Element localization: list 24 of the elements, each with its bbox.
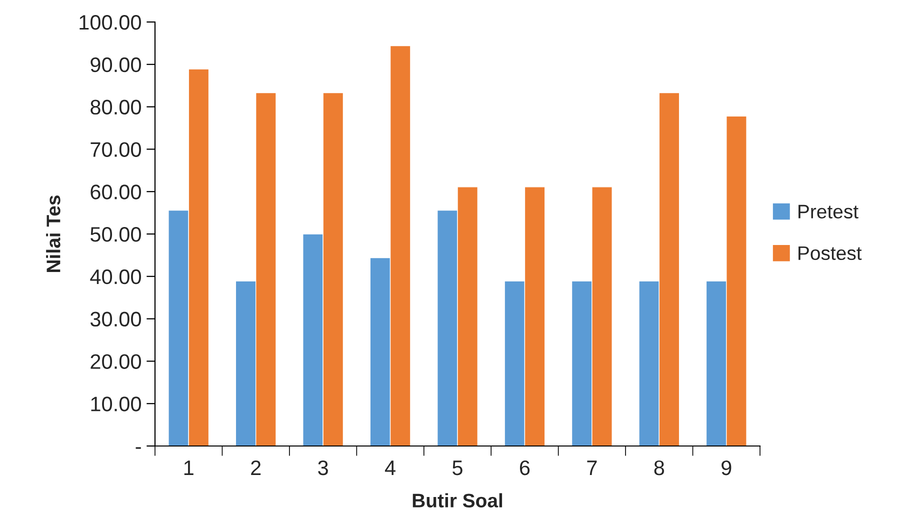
x-tick-label: 8 — [654, 460, 664, 476]
x-tick-label: 4 — [384, 460, 396, 475]
y-tick-label: 40.00 — [90, 269, 141, 284]
y-tick-label: 60.00 — [90, 184, 141, 200]
x-tick-label: 5 — [452, 460, 462, 476]
x-axis-title: Butir Soal — [412, 493, 502, 508]
x-tick-label: 2 — [251, 460, 261, 475]
y-axis-title: Nilai Tes — [46, 196, 60, 272]
y-tick-label: 10.00 — [91, 396, 141, 412]
y-tick-label: 30.00 — [90, 312, 141, 327]
y-tick-label: 70.00 — [90, 142, 141, 157]
y-tick-label: 100.00 — [80, 15, 141, 30]
y-tick-label: - — [136, 447, 141, 449]
x-tick-label: 3 — [318, 460, 328, 476]
x-tick-label: 6 — [520, 460, 530, 476]
x-tick-label: 1 — [184, 460, 194, 475]
y-tick-label: 20.00 — [90, 354, 141, 369]
y-tick-label: 80.00 — [90, 100, 141, 115]
x-tick-label: 7 — [587, 460, 597, 475]
y-tick-label: 50.00 — [90, 227, 141, 242]
x-tick-label: 9 — [722, 460, 732, 476]
legend-label: Pretest — [798, 204, 858, 218]
legend-label: Postest — [798, 246, 862, 260]
y-tick-label: 90.00 — [90, 57, 141, 72]
